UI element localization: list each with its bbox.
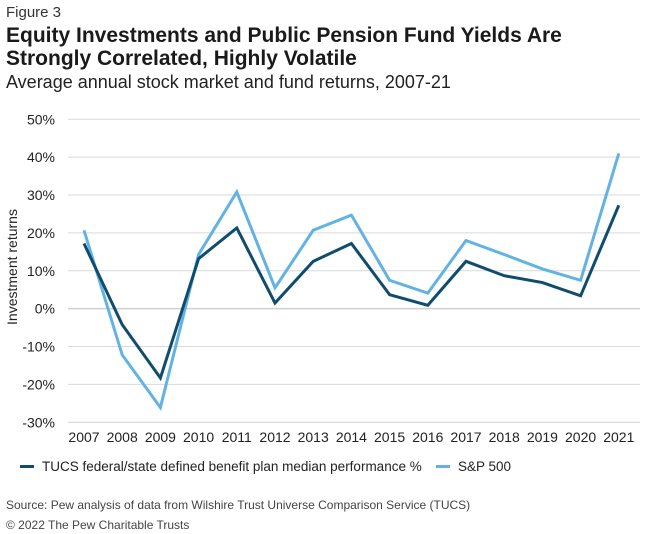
legend-swatch-sp500: [436, 465, 450, 468]
y-tick-label: 20%: [27, 225, 55, 241]
y-tick-label: -20%: [22, 376, 55, 392]
y-tick-label: -10%: [22, 339, 55, 355]
chart-subtitle: Average annual stock market and fund ret…: [6, 72, 451, 92]
x-tick-label: 2012: [259, 429, 290, 445]
x-tick-label: 2016: [412, 429, 443, 445]
x-tick-label: 2020: [565, 429, 596, 445]
chart-title: Equity Investments and Public Pension Fu…: [6, 24, 562, 70]
x-tick-label: 2009: [145, 429, 176, 445]
copyright: © 2022 The Pew Charitable Trusts: [6, 518, 190, 532]
legend-item-tucs: TUCS federal/state defined benefit plan …: [20, 459, 422, 474]
x-tick-label: 2008: [107, 429, 138, 445]
x-tick-label: 2021: [603, 429, 634, 445]
x-tick-label: 2019: [527, 429, 558, 445]
y-tick-label: -30%: [22, 414, 55, 430]
y-axis-ticks: 50% 40% 30% 20% 10% 0% -10% -20% -30%: [22, 111, 55, 430]
x-tick-label: 2007: [68, 429, 99, 445]
x-tick-label: 2013: [298, 429, 329, 445]
y-tick-label: 50%: [27, 111, 55, 127]
series-line-tucs: [82, 204, 621, 382]
x-tick-label: 2018: [489, 429, 520, 445]
x-tick-label: 2010: [183, 429, 214, 445]
gridlines: [68, 118, 640, 423]
legend-label-tucs: TUCS federal/state defined benefit plan …: [42, 459, 422, 474]
legend-swatch-tucs: [20, 465, 34, 468]
x-axis-ticks: 2007 2008 2009 2010 2011 2012 2013 2014 2015 2016…: [68, 429, 634, 445]
source-note: Source: Pew analysis of data from Wilshi…: [6, 498, 471, 512]
line-chart: 50%40%30%20%10%0%-10%-20%-30% 2007 2008 20…: [4, 111, 640, 445]
legend-item-sp500: S&P 500: [436, 459, 511, 474]
y-tick-label: 40%: [27, 149, 55, 165]
y-tick-label: 30%: [27, 187, 55, 203]
y-tick-label: 10%: [27, 263, 55, 279]
legend-label-sp500: S&P 500: [458, 459, 512, 474]
x-tick-label: 2014: [336, 429, 367, 445]
y-tick-label: 0%: [35, 301, 55, 317]
series-lines: [82, 152, 621, 412]
y-axis-title: Investment returns: [4, 209, 20, 325]
x-tick-label: 2011: [222, 429, 252, 445]
figure-label: Figure 3: [6, 4, 62, 21]
x-tick-label: 2015: [374, 429, 405, 445]
x-tick-label: 2017: [450, 429, 481, 445]
